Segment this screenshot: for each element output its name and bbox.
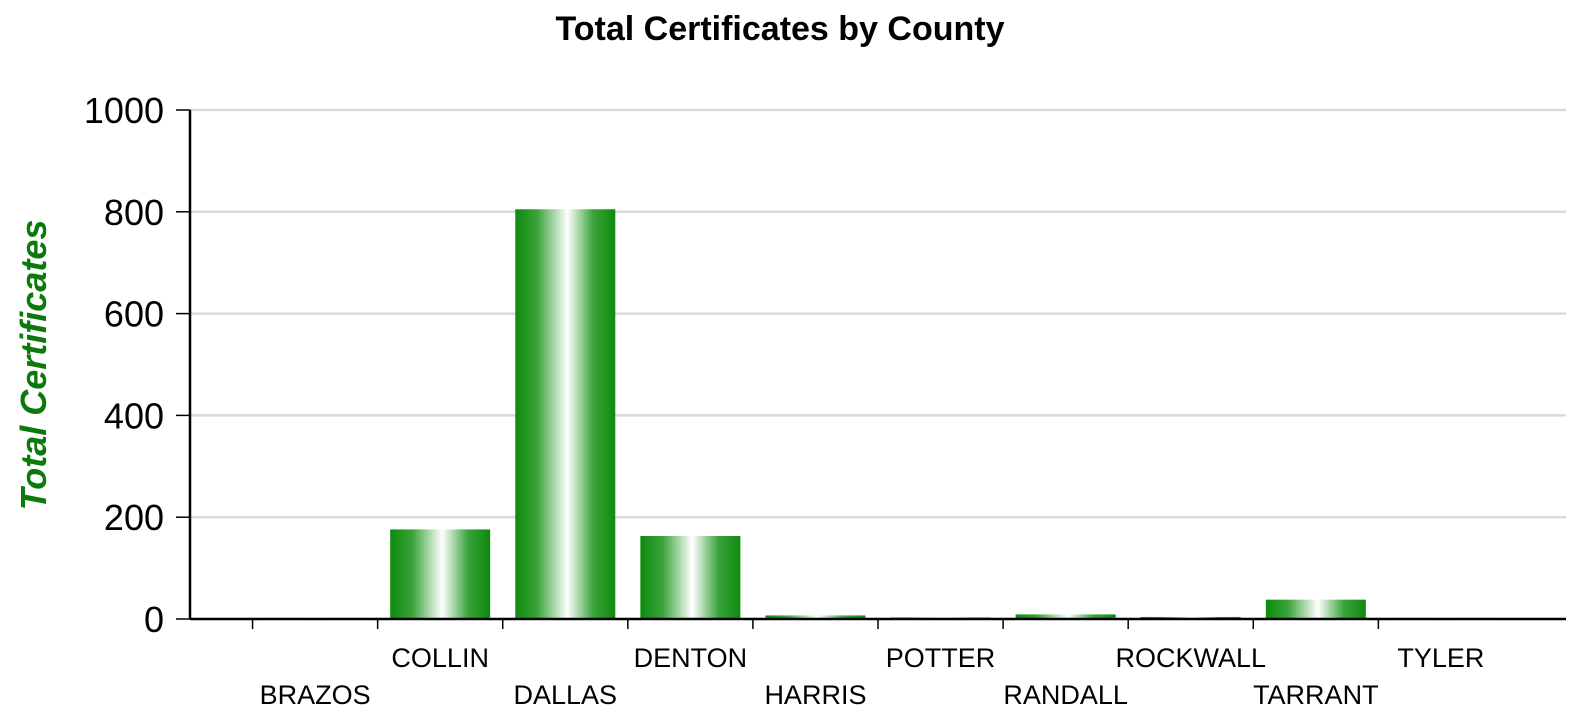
x-tick-label: TYLER (1397, 643, 1484, 673)
y-tick-label: 400 (104, 395, 164, 436)
x-tick-label: TARRANT (1253, 680, 1379, 710)
y-axis-label: Total Certificates (13, 220, 54, 511)
x-tick-label: DALLAS (513, 680, 617, 710)
bar (390, 529, 491, 619)
x-tick-label: BRAZOS (260, 680, 371, 710)
y-tick-label: 200 (104, 497, 164, 538)
bar (1015, 614, 1116, 619)
x-tick-label: ROCKWALL (1115, 643, 1266, 673)
x-tick-label: POTTER (886, 643, 996, 673)
axes (176, 109, 1566, 629)
x-tick-label: RANDALL (1003, 680, 1128, 710)
bar (765, 615, 866, 619)
y-tick-labels: 0 200 400 600 800 1000 (84, 90, 164, 640)
x-tick-labels: BRAZOS COLLIN DALLAS DENTON HARRIS POTTERRAND… (260, 643, 1485, 710)
y-tick-label: 1000 (84, 90, 164, 131)
y-tick-label: 800 (104, 192, 164, 233)
x-tick-label: HARRIS (764, 680, 866, 710)
y-tick-label: 0 (144, 599, 164, 640)
chart-title: Total Certificates by County (556, 10, 1005, 48)
y-tick-label: 600 (104, 294, 164, 335)
bar (1265, 599, 1366, 619)
x-tick-label: DENTON (634, 643, 748, 673)
gridlines (190, 108, 1566, 519)
bar (640, 536, 741, 619)
x-tick-label: COLLIN (391, 643, 489, 673)
bar (515, 209, 616, 619)
